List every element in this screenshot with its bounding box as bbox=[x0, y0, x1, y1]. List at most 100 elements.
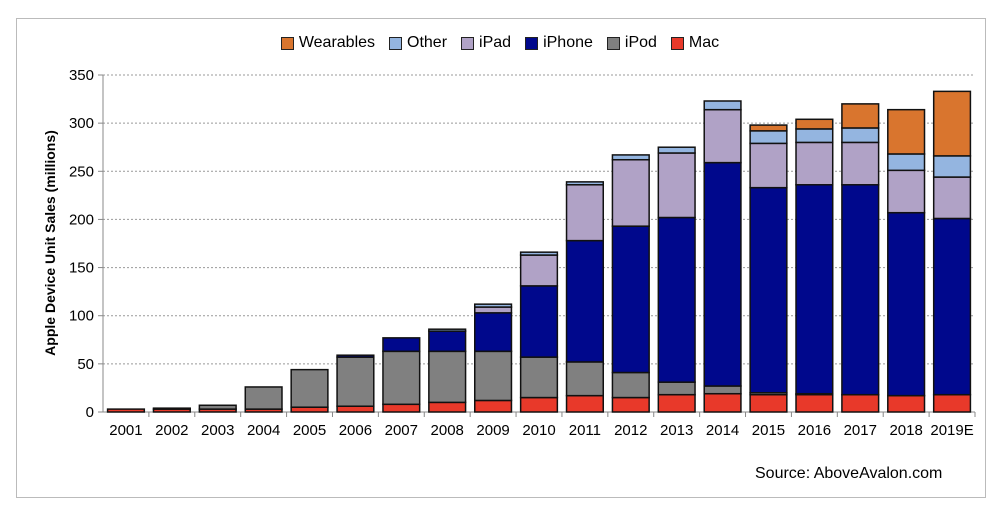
bar-ipod-2011 bbox=[565, 361, 605, 397]
bar-wearables-2016 bbox=[795, 118, 834, 130]
legend-item-ipod: iPod bbox=[606, 34, 657, 52]
legend-item-ipad: iPad bbox=[461, 34, 511, 52]
legend-label: iPhone bbox=[543, 34, 593, 51]
bar-mac-2017 bbox=[841, 393, 880, 413]
bar-ipad-2017 bbox=[841, 141, 880, 186]
bar-iphone-2019E bbox=[932, 217, 972, 396]
legend-swatch bbox=[461, 36, 475, 50]
bar-ipod-2006 bbox=[336, 356, 375, 407]
bar-iphone-2017 bbox=[841, 184, 880, 396]
bar-mac-2011 bbox=[565, 394, 605, 413]
bar-ipad-2013 bbox=[657, 152, 696, 219]
bar-other-2015 bbox=[749, 130, 788, 145]
bar-mac-2009 bbox=[473, 399, 513, 413]
bar-other-2019E bbox=[932, 155, 972, 178]
x-tick-label: 2008 bbox=[431, 422, 464, 439]
bar-ipod-2013 bbox=[657, 381, 696, 396]
y-tick-label: 100 bbox=[69, 308, 94, 325]
x-tick-label: 2018 bbox=[889, 422, 922, 439]
bar-other-2018 bbox=[887, 153, 926, 172]
bar-iphone-2016 bbox=[795, 184, 834, 395]
bar-ipad-2012 bbox=[611, 158, 650, 227]
bar-other-2010 bbox=[519, 251, 559, 256]
bar-wearables-2018 bbox=[887, 108, 926, 155]
y-tick-label: 150 bbox=[69, 260, 94, 277]
bar-mac-2007 bbox=[382, 403, 421, 413]
bar-ipad-2011 bbox=[565, 184, 605, 242]
bar-mac-2015 bbox=[749, 393, 788, 413]
bar-iphone-2007 bbox=[382, 337, 421, 353]
legend-item-other: Other bbox=[389, 34, 447, 52]
bar-mac-2016 bbox=[795, 393, 834, 413]
x-tick-label: 2019E bbox=[930, 422, 973, 439]
bar-mac-2006 bbox=[336, 405, 375, 413]
bar-iphone-2008 bbox=[428, 330, 467, 353]
bar-ipod-2004 bbox=[244, 386, 283, 410]
x-tick-label: 2002 bbox=[155, 422, 188, 439]
bar-wearables-2017 bbox=[841, 103, 880, 129]
bar-other-2009 bbox=[473, 303, 513, 308]
bar-ipod-2014 bbox=[703, 385, 742, 395]
x-tick-label: 2001 bbox=[109, 422, 142, 439]
bar-ipod-2002 bbox=[152, 407, 191, 410]
bar-ipad-2015 bbox=[749, 142, 788, 189]
x-tick-label: 2011 bbox=[569, 422, 601, 439]
bar-other-2017 bbox=[841, 127, 880, 144]
legend-item-mac: Mac bbox=[670, 34, 720, 52]
bar-mac-2008 bbox=[428, 401, 467, 413]
x-tick-label: 2012 bbox=[614, 422, 647, 439]
x-tick-label: 2016 bbox=[798, 422, 831, 439]
legend-swatch bbox=[525, 36, 539, 50]
legend-label: Other bbox=[407, 34, 448, 51]
bar-iphone-2018 bbox=[887, 211, 926, 397]
legend-label: Mac bbox=[688, 34, 720, 51]
legend-item-wearables: Wearables bbox=[280, 34, 376, 52]
bar-ipad-2014 bbox=[703, 108, 742, 164]
legend-swatch bbox=[670, 36, 684, 50]
bar-ipad-2019E bbox=[932, 176, 972, 220]
bar-iphone-2015 bbox=[749, 186, 788, 394]
bar-other-2016 bbox=[795, 128, 834, 144]
y-tick-label: 250 bbox=[69, 163, 94, 180]
bar-other-2012 bbox=[611, 154, 650, 161]
bar-mac-2018 bbox=[887, 394, 926, 413]
bar-mac-2019E bbox=[932, 393, 972, 413]
legend-label: iPod bbox=[624, 34, 657, 51]
x-tick-label: 2013 bbox=[660, 422, 693, 439]
x-tick-label: 2015 bbox=[752, 422, 785, 439]
bar-iphone-2010 bbox=[519, 285, 559, 358]
legend-item-iphone: iPhone bbox=[525, 34, 593, 52]
legend: Wearables Other iPad iPhone iPod Mac bbox=[0, 34, 1000, 52]
bar-wearables-2015 bbox=[749, 124, 788, 132]
bar-iphone-2009 bbox=[473, 312, 513, 353]
bar-ipod-2005 bbox=[290, 368, 329, 408]
y-tick-label: 50 bbox=[77, 356, 94, 373]
bar-mac-2010 bbox=[519, 396, 559, 413]
legend-label: iPad bbox=[479, 34, 512, 51]
legend-swatch bbox=[606, 36, 620, 50]
bar-other-2011 bbox=[565, 181, 605, 186]
bar-ipad-2009 bbox=[473, 306, 513, 314]
legend-swatch bbox=[280, 36, 294, 50]
x-tick-label: 2010 bbox=[522, 422, 555, 439]
bar-ipod-2009 bbox=[473, 350, 513, 402]
bar-iphone-2006 bbox=[336, 354, 375, 358]
bar-ipod-2010 bbox=[519, 356, 559, 399]
bar-ipod-2012 bbox=[611, 371, 650, 399]
x-tick-label: 2017 bbox=[844, 422, 877, 439]
x-tick-label: 2003 bbox=[201, 422, 234, 439]
bar-iphone-2013 bbox=[657, 216, 696, 383]
bar-mac-2014 bbox=[703, 392, 742, 413]
y-tick-label: 300 bbox=[69, 115, 94, 132]
x-tick-label: 2004 bbox=[247, 422, 280, 439]
bar-iphone-2014 bbox=[703, 161, 742, 387]
bar-other-2008 bbox=[428, 328, 467, 332]
source-note: Source: AboveAvalon.com bbox=[755, 465, 943, 482]
bar-ipod-2007 bbox=[382, 350, 421, 406]
x-tick-label: 2005 bbox=[293, 422, 326, 439]
bar-other-2014 bbox=[703, 100, 742, 111]
bar-mac-2001 bbox=[106, 408, 146, 413]
legend-label: Wearables bbox=[298, 34, 376, 51]
